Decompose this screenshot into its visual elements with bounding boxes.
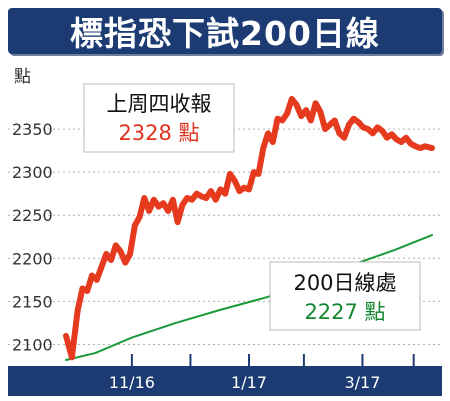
series-line-200day (65, 234, 433, 361)
x-tick-label: 3/17 (344, 373, 380, 392)
x-axis-ticks: 11/16 1/17 3/17 (109, 354, 415, 392)
y-tick-label: 2350 (12, 120, 53, 139)
title-banner: 標指恐下試200日線 (8, 8, 442, 54)
y-axis-label: 點 (14, 67, 31, 87)
chart-title: 標指恐下試200日線 (70, 14, 380, 53)
x-tick-label: 11/16 (109, 373, 155, 392)
y-axis-ticks: 2100 2150 2200 2250 2300 2350 (12, 120, 53, 354)
callout-200day-line-value: 2227 點 (304, 300, 385, 324)
callout-200day-line: 200日線處 2227 點 (269, 261, 421, 331)
y-tick-label: 2250 (12, 206, 53, 225)
y-tick-label: 2150 (12, 292, 53, 311)
callout-close-price-title: 上周四收報 (107, 92, 212, 116)
callout-close-price-value: 2328 點 (118, 121, 199, 145)
x-tick-label: 1/17 (231, 373, 267, 392)
callout-200day-line-title: 200日線處 (293, 271, 396, 295)
callout-close-price: 上周四收報 2328 點 (83, 83, 235, 153)
x-axis-band (8, 366, 442, 396)
series-layer (63, 95, 435, 361)
y-tick-label: 2100 (12, 335, 53, 354)
y-tick-label: 2200 (12, 249, 53, 268)
series-line-close (63, 95, 435, 361)
y-tick-label: 2300 (12, 163, 53, 182)
callout-200day-line-box (269, 261, 421, 331)
callout-close-price-box (83, 83, 235, 153)
